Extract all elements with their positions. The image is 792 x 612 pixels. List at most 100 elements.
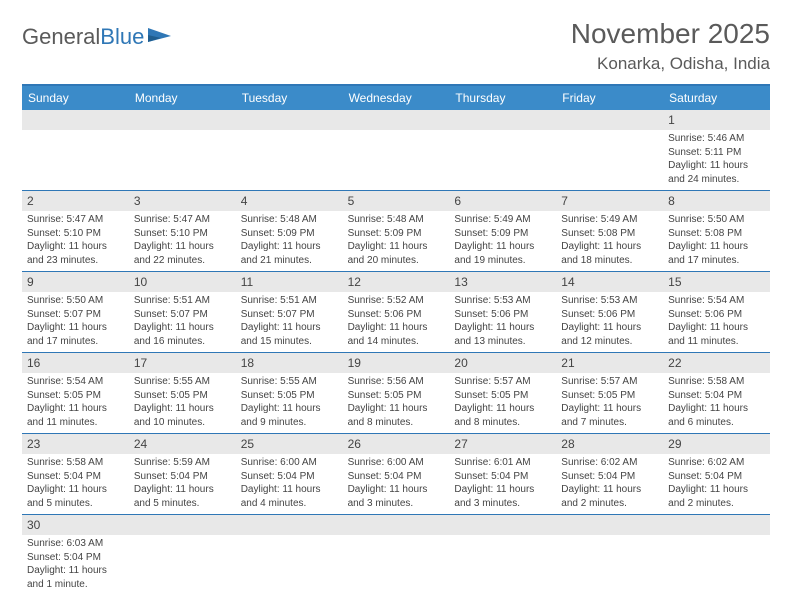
day-number: 15	[663, 272, 770, 292]
day-number: 23	[22, 434, 129, 454]
day-info: Sunrise: 5:50 AMSunset: 5:07 PMDaylight:…	[22, 292, 129, 352]
day-info: Sunrise: 5:47 AMSunset: 5:10 PMDaylight:…	[129, 211, 236, 271]
day-number: 9	[22, 272, 129, 292]
day-info	[449, 130, 556, 190]
day-info: Sunrise: 5:47 AMSunset: 5:10 PMDaylight:…	[22, 211, 129, 271]
day-number: 5	[343, 191, 450, 211]
header: GeneralBlue November 2025 Konarka, Odish…	[22, 18, 770, 74]
month-title: November 2025	[571, 18, 770, 50]
day-number-row: 9101112131415	[22, 272, 770, 292]
day-number: 4	[236, 191, 343, 211]
day-number: 28	[556, 434, 663, 454]
weekday-header-row: SundayMondayTuesdayWednesdayThursdayFrid…	[22, 86, 770, 110]
day-info: Sunrise: 5:49 AMSunset: 5:08 PMDaylight:…	[556, 211, 663, 271]
day-info: Sunrise: 5:51 AMSunset: 5:07 PMDaylight:…	[236, 292, 343, 352]
day-number	[129, 515, 236, 535]
weekday-header: Tuesday	[236, 86, 343, 110]
day-number: 27	[449, 434, 556, 454]
day-info	[343, 535, 450, 595]
day-info: Sunrise: 5:54 AMSunset: 5:06 PMDaylight:…	[663, 292, 770, 352]
day-number	[556, 515, 663, 535]
day-number	[556, 110, 663, 130]
day-info-row: Sunrise: 5:50 AMSunset: 5:07 PMDaylight:…	[22, 292, 770, 352]
flag-icon	[147, 24, 173, 50]
calendar-body: 1 Sunrise: 5:46 AMSunset: 5:11 PMDayligh…	[22, 110, 770, 595]
day-number: 6	[449, 191, 556, 211]
day-info: Sunrise: 5:56 AMSunset: 5:05 PMDaylight:…	[343, 373, 450, 433]
day-info: Sunrise: 6:02 AMSunset: 5:04 PMDaylight:…	[663, 454, 770, 514]
day-number	[343, 110, 450, 130]
day-info: Sunrise: 5:53 AMSunset: 5:06 PMDaylight:…	[556, 292, 663, 352]
day-info: Sunrise: 5:53 AMSunset: 5:06 PMDaylight:…	[449, 292, 556, 352]
day-info: Sunrise: 5:48 AMSunset: 5:09 PMDaylight:…	[343, 211, 450, 271]
day-info: Sunrise: 5:58 AMSunset: 5:04 PMDaylight:…	[22, 454, 129, 514]
day-number: 1	[663, 110, 770, 130]
brand-logo: GeneralBlue	[22, 18, 173, 50]
day-info: Sunrise: 6:01 AMSunset: 5:04 PMDaylight:…	[449, 454, 556, 514]
calendar: SundayMondayTuesdayWednesdayThursdayFrid…	[22, 84, 770, 595]
day-info	[663, 535, 770, 595]
day-number-row: 16171819202122	[22, 353, 770, 373]
day-number	[343, 515, 450, 535]
day-info: Sunrise: 6:00 AMSunset: 5:04 PMDaylight:…	[343, 454, 450, 514]
day-number	[236, 110, 343, 130]
day-number	[22, 110, 129, 130]
day-number: 26	[343, 434, 450, 454]
location: Konarka, Odisha, India	[571, 54, 770, 74]
day-info	[129, 130, 236, 190]
day-number: 3	[129, 191, 236, 211]
day-info: Sunrise: 5:55 AMSunset: 5:05 PMDaylight:…	[236, 373, 343, 433]
day-info-row: Sunrise: 5:58 AMSunset: 5:04 PMDaylight:…	[22, 454, 770, 514]
day-info: Sunrise: 5:58 AMSunset: 5:04 PMDaylight:…	[663, 373, 770, 433]
day-info	[556, 130, 663, 190]
day-number: 20	[449, 353, 556, 373]
weekday-header: Sunday	[22, 86, 129, 110]
weekday-header: Thursday	[449, 86, 556, 110]
day-info: Sunrise: 5:46 AMSunset: 5:11 PMDaylight:…	[663, 130, 770, 190]
day-info: Sunrise: 6:03 AMSunset: 5:04 PMDaylight:…	[22, 535, 129, 595]
day-number	[449, 515, 556, 535]
week-row: 1 Sunrise: 5:46 AMSunset: 5:11 PMDayligh…	[22, 110, 770, 191]
day-info	[236, 535, 343, 595]
title-block: November 2025 Konarka, Odisha, India	[571, 18, 770, 74]
brand-word2: Blue	[100, 24, 144, 50]
day-info: Sunrise: 5:50 AMSunset: 5:08 PMDaylight:…	[663, 211, 770, 271]
day-number	[663, 515, 770, 535]
day-number: 25	[236, 434, 343, 454]
day-info: Sunrise: 5:54 AMSunset: 5:05 PMDaylight:…	[22, 373, 129, 433]
day-number-row: 23242526272829	[22, 434, 770, 454]
day-number: 7	[556, 191, 663, 211]
brand-word1: General	[22, 24, 100, 50]
day-info: Sunrise: 5:51 AMSunset: 5:07 PMDaylight:…	[129, 292, 236, 352]
day-info	[129, 535, 236, 595]
day-number: 22	[663, 353, 770, 373]
day-number: 17	[129, 353, 236, 373]
day-info: Sunrise: 6:00 AMSunset: 5:04 PMDaylight:…	[236, 454, 343, 514]
day-info-row: Sunrise: 5:46 AMSunset: 5:11 PMDaylight:…	[22, 130, 770, 190]
day-info-row: Sunrise: 5:47 AMSunset: 5:10 PMDaylight:…	[22, 211, 770, 271]
week-row: 30 Sunrise: 6:03 AMSunset: 5:04 PMDaylig…	[22, 515, 770, 595]
week-row: 23242526272829Sunrise: 5:58 AMSunset: 5:…	[22, 434, 770, 515]
day-number-row: 2345678	[22, 191, 770, 211]
day-number: 29	[663, 434, 770, 454]
weekday-header: Friday	[556, 86, 663, 110]
day-number: 8	[663, 191, 770, 211]
day-info	[236, 130, 343, 190]
week-row: 2345678Sunrise: 5:47 AMSunset: 5:10 PMDa…	[22, 191, 770, 272]
day-info: Sunrise: 6:02 AMSunset: 5:04 PMDaylight:…	[556, 454, 663, 514]
day-number	[129, 110, 236, 130]
day-info: Sunrise: 5:48 AMSunset: 5:09 PMDaylight:…	[236, 211, 343, 271]
day-number: 24	[129, 434, 236, 454]
day-number: 13	[449, 272, 556, 292]
day-number: 2	[22, 191, 129, 211]
day-info	[343, 130, 450, 190]
day-info: Sunrise: 5:57 AMSunset: 5:05 PMDaylight:…	[556, 373, 663, 433]
day-number-row: 30	[22, 515, 770, 535]
day-number: 21	[556, 353, 663, 373]
day-number	[236, 515, 343, 535]
day-info	[22, 130, 129, 190]
day-number: 19	[343, 353, 450, 373]
day-info-row: Sunrise: 6:03 AMSunset: 5:04 PMDaylight:…	[22, 535, 770, 595]
day-number-row: 1	[22, 110, 770, 130]
weekday-header: Wednesday	[343, 86, 450, 110]
